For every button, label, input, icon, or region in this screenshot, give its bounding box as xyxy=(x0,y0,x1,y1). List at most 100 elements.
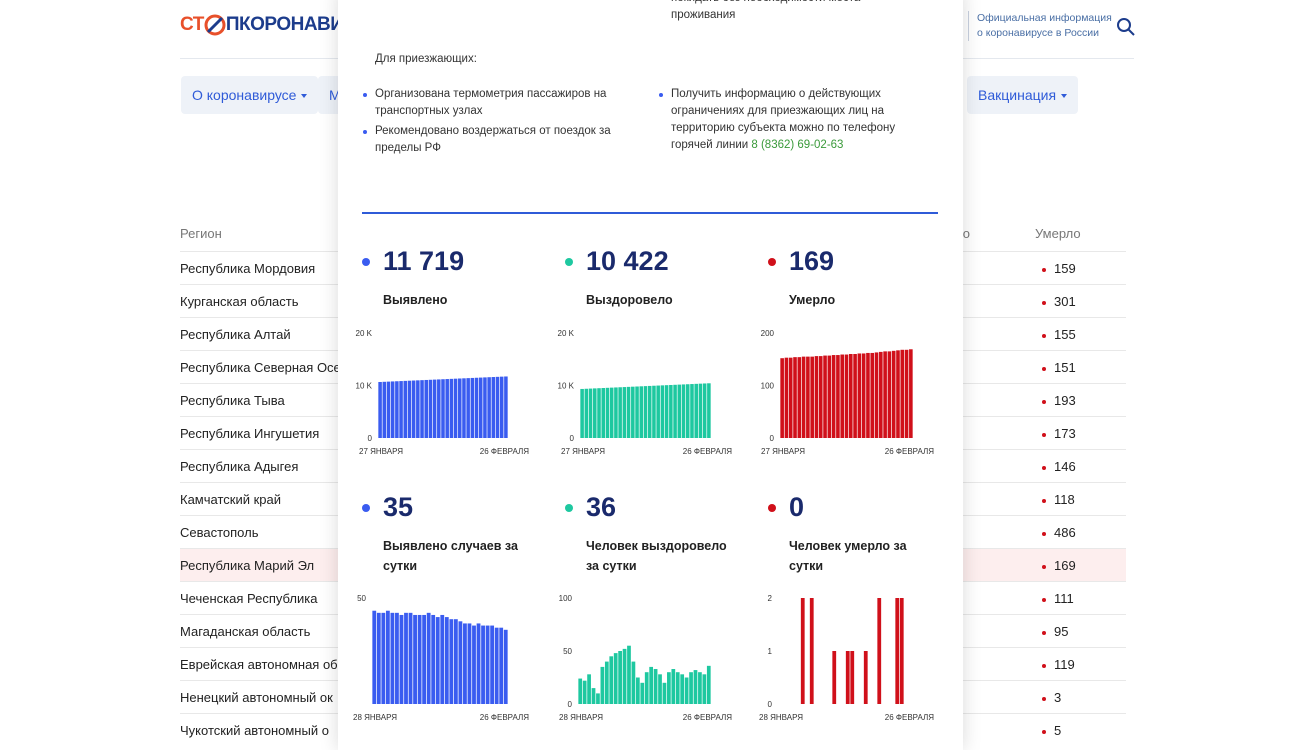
stat-dot xyxy=(565,258,573,266)
deaths-value: 5 xyxy=(1042,714,1061,747)
deaths-value: 159 xyxy=(1042,252,1076,285)
deaths-value: 151 xyxy=(1042,351,1076,384)
bar xyxy=(597,388,601,438)
date-label: 26 ФЕВРАЛЯ xyxy=(683,447,732,456)
y-tick-label: 0 xyxy=(770,434,775,443)
y-tick-label: 0 xyxy=(368,434,373,443)
bar xyxy=(635,677,640,704)
bar xyxy=(801,356,806,438)
bar xyxy=(693,670,698,704)
y-tick-label: 10 K xyxy=(558,382,575,391)
deaths-value: 173 xyxy=(1042,417,1076,450)
bar xyxy=(445,379,449,438)
bar xyxy=(814,356,819,438)
bar xyxy=(643,386,648,438)
stat-dot xyxy=(565,504,573,512)
bar xyxy=(404,612,408,704)
y-tick-label: 2 xyxy=(768,594,773,603)
region-name: Республика Марий Эл xyxy=(180,558,315,573)
region-name: Курганская область xyxy=(180,294,299,309)
bar xyxy=(788,357,793,438)
bar xyxy=(652,385,656,438)
y-tick-label: 0 xyxy=(568,700,573,709)
bar xyxy=(588,388,593,438)
bar xyxy=(698,383,703,438)
bar xyxy=(797,357,802,438)
bar xyxy=(481,625,485,704)
y-tick-label: 10 K xyxy=(356,382,373,391)
list: Получить информацию о действующих ограни… xyxy=(659,86,909,157)
bar xyxy=(381,612,386,704)
bar xyxy=(780,358,784,438)
stat-label: Выздоровело xyxy=(586,293,673,307)
bar xyxy=(453,378,458,438)
bar xyxy=(845,651,850,704)
bar xyxy=(470,377,475,438)
bar xyxy=(449,378,454,438)
date-label: 26 ФЕВРАЛЯ xyxy=(885,447,934,456)
list: Организована термометрия пассажиров на т… xyxy=(363,86,633,160)
bar xyxy=(582,680,587,704)
bar xyxy=(478,377,483,438)
bar xyxy=(900,349,905,438)
bar xyxy=(411,380,416,438)
bar xyxy=(463,623,467,704)
bar xyxy=(818,356,823,438)
bar xyxy=(399,614,404,704)
stat-value: 10 422 xyxy=(586,246,669,276)
bar xyxy=(877,598,882,704)
stat-label: Выявлено случаев за сутки xyxy=(383,539,518,573)
page: Стопкоронавирус body{margin:0;width:1300… xyxy=(0,0,1300,733)
list-item: Организована термометрия пассажиров на т… xyxy=(363,86,633,120)
bar xyxy=(639,386,644,438)
region-name: Республика Адыгея xyxy=(180,459,299,474)
bar xyxy=(690,384,694,438)
list-item: Получить информацию о действующих ограни… xyxy=(659,86,909,154)
logo[interactable]: СТ ПКОРОНАВИ xyxy=(180,14,344,36)
stat-dot xyxy=(768,504,776,512)
search-icon[interactable] xyxy=(1116,17,1136,37)
bar xyxy=(831,355,836,438)
bar xyxy=(891,350,896,438)
bar xyxy=(613,653,618,704)
bar xyxy=(879,351,883,438)
subheading: Для приезжающих: xyxy=(375,53,477,65)
bar xyxy=(604,661,609,704)
bar xyxy=(653,669,658,704)
bar xyxy=(866,352,870,438)
date-label: 27 ЯНВАРЯ xyxy=(359,447,403,456)
deaths-value: 155 xyxy=(1042,318,1076,351)
bar xyxy=(793,357,797,438)
bar xyxy=(640,682,645,704)
stat-value: 35 xyxy=(383,492,414,522)
bar xyxy=(413,614,417,704)
phone-link[interactable]: 8 (8362) 69-02-63 xyxy=(751,139,844,151)
bar xyxy=(584,388,589,438)
nav-button[interactable]: Вакцинация xyxy=(967,76,1079,114)
bar xyxy=(685,384,690,438)
bar xyxy=(609,387,614,438)
bar xyxy=(483,377,487,438)
bar xyxy=(458,621,463,704)
deaths-value: 3 xyxy=(1042,681,1061,714)
stat-label: Человек умерло за сутки xyxy=(789,539,907,573)
header-info[interactable]: Официальная информация о коронавирусе в Р… xyxy=(968,11,1112,41)
charts: 0 10 K 20 K 27 ЯНВАРЯ 26 ФЕВРАЛЯ 0 10 K 20 K 27 … xyxy=(353,258,934,722)
bar xyxy=(432,379,437,438)
y-tick-label: 100 xyxy=(761,382,775,391)
bar xyxy=(689,672,693,704)
bar xyxy=(435,617,440,704)
bar xyxy=(476,623,481,704)
text: покидать без необходимости места прожива… xyxy=(671,0,860,21)
date-label: 26 ФЕВРАЛЯ xyxy=(885,713,934,722)
nav-button[interactable]: О коронавирусе xyxy=(181,76,319,114)
bar xyxy=(407,380,412,438)
deaths-value: 146 xyxy=(1042,450,1076,483)
bar xyxy=(899,598,904,704)
list-item: Рекомендовано воздержаться от поездок за… xyxy=(363,123,633,157)
stat-label: Выявлено xyxy=(383,293,448,307)
bar xyxy=(909,349,913,438)
bar xyxy=(810,356,814,438)
separator xyxy=(362,212,938,214)
text: Получить информацию о действующих ограни… xyxy=(671,88,896,151)
